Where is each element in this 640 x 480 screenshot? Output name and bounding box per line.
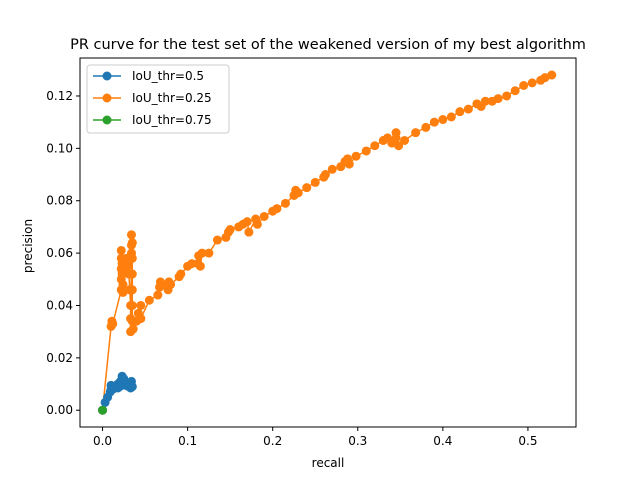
data-point	[127, 285, 137, 295]
y-tick-label: 0.10	[46, 141, 73, 155]
data-point	[144, 295, 154, 305]
data-point	[166, 280, 176, 290]
data-point	[244, 227, 254, 237]
y-tick-label: 0.02	[46, 351, 73, 365]
data-point	[176, 269, 186, 279]
x-tick-label: 0.2	[263, 434, 282, 448]
data-point	[361, 146, 371, 156]
data-point	[128, 324, 138, 334]
data-point	[98, 405, 108, 415]
data-point	[136, 300, 146, 310]
data-point	[136, 314, 146, 324]
data-point	[351, 151, 361, 161]
data-point	[391, 128, 401, 138]
data-point	[127, 238, 137, 248]
legend-entry: IoU_thr=0.75	[132, 113, 212, 127]
data-point	[204, 248, 214, 258]
data-point	[370, 141, 380, 151]
data-point	[127, 382, 137, 392]
data-point	[197, 248, 207, 258]
data-point	[126, 230, 136, 240]
data-point	[280, 198, 290, 208]
x-tick-label: 0.4	[433, 434, 452, 448]
series-iou-thr-0-5	[98, 371, 137, 415]
legend-entry: IoU_thr=0.5	[132, 69, 204, 83]
data-point	[195, 261, 205, 271]
data-point	[510, 86, 520, 96]
data-point	[527, 78, 537, 88]
data-point	[547, 70, 557, 80]
data-point	[455, 107, 465, 117]
data-point	[272, 204, 282, 214]
data-point	[344, 159, 354, 169]
legend-entry: IoU_thr=0.25	[132, 91, 212, 105]
data-point	[127, 300, 137, 310]
legend: IoU_thr=0.5 IoU_thr=0.25 IoU_thr=0.75	[86, 64, 230, 134]
data-point	[127, 269, 137, 279]
x-axis-label: recall	[312, 456, 345, 470]
data-point	[118, 280, 128, 290]
data-point	[540, 73, 550, 83]
legend-marker	[102, 93, 112, 103]
series-iou-thr-0-75	[98, 405, 108, 415]
y-tick-label: 0.08	[46, 194, 73, 208]
data-point	[153, 290, 163, 300]
data-point	[108, 319, 118, 329]
data-point	[480, 96, 490, 106]
data-point	[259, 211, 269, 221]
plot-series	[98, 70, 557, 415]
data-point	[310, 177, 320, 187]
data-point	[446, 112, 456, 122]
data-point	[118, 287, 128, 297]
y-tick-label: 0.00	[46, 403, 73, 417]
x-ticks: 0.0 0.1 0.2 0.3 0.4 0.5	[93, 427, 537, 448]
data-point	[327, 164, 337, 174]
data-point	[242, 217, 252, 227]
data-point	[493, 94, 503, 104]
plot-frame	[79, 57, 577, 428]
data-point	[212, 235, 222, 245]
y-ticks: 0.00 0.02 0.04 0.06 0.08 0.10 0.12	[46, 89, 80, 417]
data-point	[116, 245, 126, 255]
data-point	[429, 117, 439, 127]
data-point	[519, 80, 529, 90]
y-axis-label: precision	[21, 219, 35, 273]
data-point	[320, 170, 330, 180]
data-point	[463, 104, 473, 114]
data-point	[302, 183, 312, 193]
data-point	[502, 91, 512, 101]
data-point	[252, 219, 262, 229]
data-point	[157, 280, 167, 290]
legend-box	[86, 64, 230, 134]
legend-marker	[102, 71, 112, 81]
legend-marker	[102, 115, 112, 125]
data-point	[421, 122, 431, 132]
data-point	[411, 128, 421, 138]
y-tick-label: 0.04	[46, 298, 73, 312]
x-tick-label: 0.5	[518, 434, 537, 448]
data-point	[438, 115, 448, 125]
data-point	[225, 225, 235, 235]
chart-title: PR curve for the test set of the weakene…	[70, 37, 586, 53]
data-point	[127, 253, 137, 263]
data-point	[293, 188, 303, 198]
x-tick-label: 0.1	[178, 434, 197, 448]
y-tick-label: 0.06	[46, 246, 73, 260]
y-tick-label: 0.12	[46, 89, 73, 103]
data-point	[394, 141, 404, 151]
x-tick-label: 0.3	[348, 434, 367, 448]
x-tick-label: 0.0	[93, 434, 112, 448]
series-iou-thr-0-25	[98, 70, 557, 415]
data-point	[400, 135, 410, 145]
